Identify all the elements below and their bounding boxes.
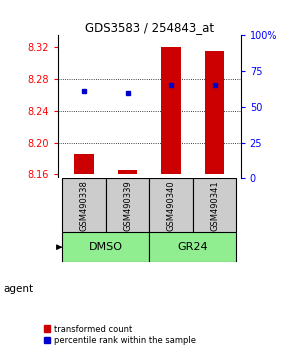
Bar bbox=[205, 51, 224, 174]
Text: DMSO: DMSO bbox=[89, 242, 123, 252]
Bar bbox=[193, 178, 236, 233]
Text: GSM490340: GSM490340 bbox=[166, 180, 176, 231]
Bar bbox=[74, 154, 94, 174]
Text: agent: agent bbox=[3, 284, 33, 293]
Title: GDS3583 / 254843_at: GDS3583 / 254843_at bbox=[85, 21, 214, 34]
Text: GSM490341: GSM490341 bbox=[210, 180, 219, 231]
Bar bbox=[118, 170, 137, 174]
Bar bbox=[106, 178, 149, 233]
Bar bbox=[62, 233, 149, 262]
Bar bbox=[161, 47, 181, 174]
Bar bbox=[149, 178, 193, 233]
Text: GR24: GR24 bbox=[177, 242, 208, 252]
Text: GSM490339: GSM490339 bbox=[123, 180, 132, 231]
Bar bbox=[62, 178, 106, 233]
Legend: transformed count, percentile rank within the sample: transformed count, percentile rank withi… bbox=[42, 323, 197, 346]
Text: GSM490338: GSM490338 bbox=[79, 180, 89, 231]
Bar bbox=[149, 233, 236, 262]
